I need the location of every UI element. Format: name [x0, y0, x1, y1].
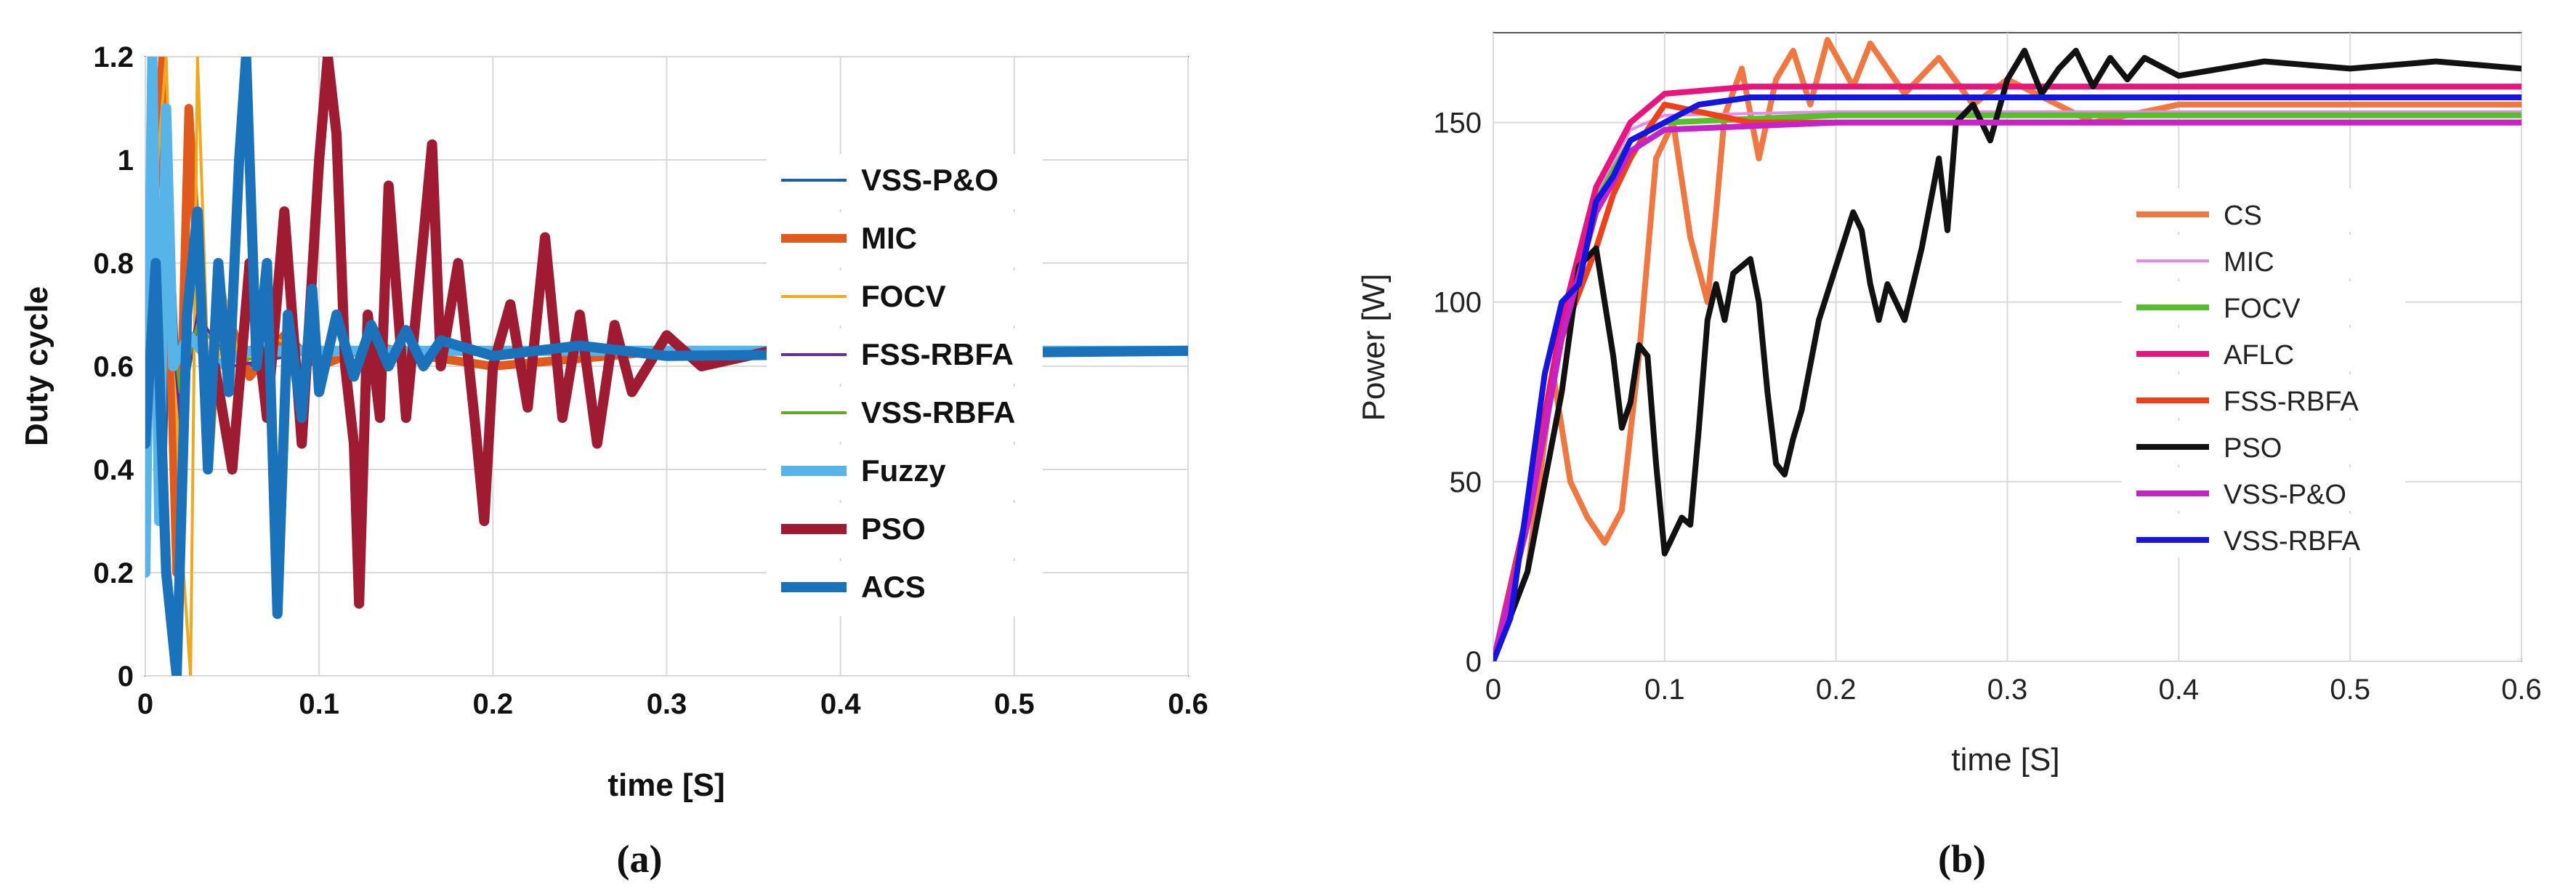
x-tick-label: 0	[1485, 674, 1501, 706]
chart-b-ylabel: Power [W]	[1356, 274, 1392, 421]
x-tick-label: 0.3	[647, 688, 687, 720]
legend-label: VSS-P&O	[2224, 480, 2346, 510]
legend-label: VSS-RBFA	[2224, 526, 2361, 557]
legend-label: Fuzzy	[861, 453, 946, 488]
chart-b-legend: CS MIC FOCV AFLC FSS-RBFA PSO VSS-P&O VSS-RBFA	[2122, 188, 2405, 557]
series-line-pso	[1493, 47, 2522, 661]
chart-a-series	[145, 57, 1188, 676]
x-tick-label: 0.1	[299, 688, 339, 720]
chart-a-xlabel: time [S]	[607, 767, 724, 803]
legend-bg	[2122, 328, 2405, 371]
y-tick-label: 0.4	[93, 454, 134, 486]
y-tick-label: 0	[1466, 646, 1482, 678]
legend-label: FOCV	[861, 279, 946, 313]
series-line-acs	[145, 57, 1188, 676]
y-tick-label: 0.6	[93, 351, 134, 383]
legend-bg	[2122, 467, 2405, 511]
y-tick-label: 0	[118, 661, 134, 693]
chart-b-panel-label: (b)	[1938, 837, 1986, 881]
legend-bg	[2122, 421, 2405, 464]
x-tick-label: 0.3	[1987, 674, 2028, 706]
x-tick-label: 0.2	[1816, 674, 1857, 706]
chart-b-xlabel: time [S]	[1951, 742, 2059, 778]
chart-b: 0 0.1 0.2 0.3 0.4 0.5 0.6 0 50 100 150 CS MIC FOCV AF…	[1356, 32, 2542, 881]
legend-label: VSS-P&O	[861, 163, 998, 197]
legend-label: CS	[2224, 201, 2262, 231]
x-tick-label: 0.6	[2501, 674, 2542, 706]
y-tick-label: 50	[1450, 467, 1482, 499]
legend-bg	[2122, 281, 2405, 325]
legend-label: PSO	[861, 512, 926, 546]
legend-label: PSO	[2224, 433, 2282, 464]
x-tick-label: 0.4	[2159, 674, 2200, 706]
legend-label: AFLC	[2224, 340, 2294, 371]
legend-label: FSS-RBFA	[861, 337, 1014, 371]
chart-b-series	[1493, 36, 2522, 661]
legend-label: ACS	[861, 570, 926, 604]
legend-label: MIC	[2224, 247, 2274, 278]
legend-label: FSS-RBFA	[2224, 387, 2359, 417]
legend-label: FOCV	[2224, 294, 2301, 324]
x-tick-label: 0.2	[473, 688, 514, 720]
legend-label: VSS-RBFA	[861, 395, 1015, 429]
y-tick-label: 150	[1433, 108, 1482, 140]
x-tick-label: 0.4	[820, 688, 861, 720]
x-tick-label: 0.6	[1168, 688, 1208, 720]
chart-a-ticks: 0 0.1 0.2 0.3 0.4 0.5 0.6 0 0.2 0.4 0.6 0.8 1 1.2	[93, 41, 1208, 720]
legend-bg	[2122, 374, 2405, 418]
x-tick-label: 0.5	[994, 688, 1035, 720]
chart-b-ticks: 0 0.1 0.2 0.3 0.4 0.5 0.6 0 50 100 150	[1433, 108, 2542, 706]
x-tick-label: 0.1	[1644, 674, 1685, 706]
legend-bg	[2122, 235, 2405, 278]
chart-a-ylabel: Duty cycle	[19, 286, 54, 446]
chart-a-legend: VSS-P&O MIC FOCV FSS-RBFA VSS-RBFA Fuzzy PSO AC…	[767, 154, 1043, 616]
chart-a-panel-label: (a)	[617, 837, 663, 881]
series-line-vss-rbfa	[1493, 94, 2522, 661]
legend-bg	[2122, 514, 2405, 557]
legend-bg	[2122, 188, 2405, 232]
legend-label: MIC	[861, 221, 917, 255]
chart-a: 0 0.1 0.2 0.3 0.4 0.5 0.6 0 0.2 0.4 0.6 0.8 1 1.2 VSS…	[19, 41, 1208, 881]
x-tick-label: 0	[137, 688, 153, 720]
x-tick-label: 0.5	[2330, 674, 2370, 706]
y-tick-label: 1	[118, 145, 134, 177]
y-tick-label: 0.8	[93, 248, 134, 280]
y-tick-label: 100	[1433, 287, 1482, 319]
series-line-vss-p-o	[1493, 119, 2522, 661]
y-tick-label: 1.2	[93, 41, 134, 73]
y-tick-label: 0.2	[93, 557, 134, 589]
